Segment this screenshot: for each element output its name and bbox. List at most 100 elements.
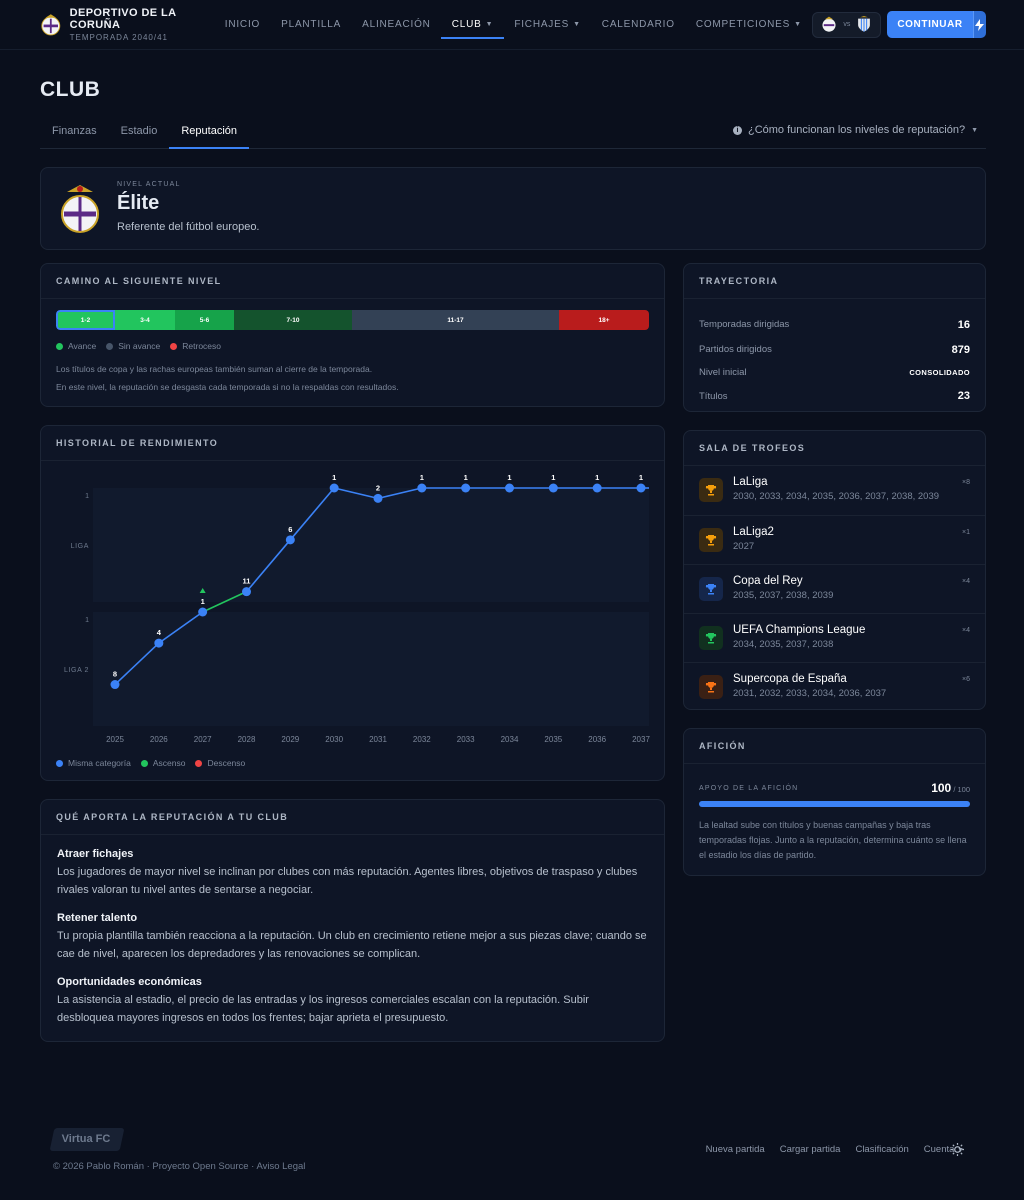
nav-calendario[interactable]: CALENDARIO (591, 0, 685, 50)
band-top-tick: 1 (85, 493, 89, 500)
trophy-icon (699, 577, 723, 601)
x-tick-label: 2037 (632, 735, 650, 744)
stat-label: Títulos (699, 390, 728, 402)
history-legend: Misma categoría Ascenso Descenso (56, 758, 245, 768)
tab-estadio[interactable]: Estadio (120, 125, 158, 137)
promotion-segment (202, 590, 247, 613)
x-tick-label: 2036 (588, 735, 606, 744)
nav-plantilla[interactable]: PLANTILLA (271, 0, 352, 50)
series-segment (377, 487, 423, 500)
fan-support-readout: 100 / 100 (931, 781, 970, 795)
point-label: 2 (376, 483, 380, 492)
next-match[interactable]: vs (812, 11, 882, 38)
stat-row: Títulos 23 (699, 382, 970, 410)
footer-link-new-game[interactable]: Nueva partida (705, 1144, 765, 1155)
band-label: LIGA 2 (64, 667, 89, 674)
trophy-count: ×8 (962, 479, 970, 486)
tab-reputacion[interactable]: Reputación (169, 116, 249, 149)
data-point (110, 680, 120, 690)
nav-fichajes[interactable]: FICHAJES ▼ (504, 0, 591, 50)
brand[interactable]: DEPORTIVO DE LA CORUÑA TEMPORADA 2040/41 (40, 7, 214, 42)
continue-button[interactable]: CONTINUAR (887, 11, 973, 38)
fan-support-fill (699, 801, 970, 807)
nav-label: CALENDARIO (601, 19, 675, 30)
footer-link-load-game[interactable]: Cargar partida (779, 1144, 841, 1155)
page-title: CLUB (40, 78, 101, 101)
nav-alineacion[interactable]: ALINEACIÓN (352, 0, 442, 50)
data-point (592, 483, 602, 493)
data-point (242, 587, 251, 597)
trophy-name: LaLiga (733, 476, 768, 488)
club-tabs: Finanzas Estadio Reputación i ¿Cómo func… (40, 116, 986, 149)
theme-toggle-sun-icon[interactable] (951, 1143, 964, 1156)
legend-label: Misma categoría (68, 758, 131, 768)
trophy-name: LaLiga2 (733, 526, 774, 538)
point-label: 6 (288, 525, 292, 534)
band-top-tick: 1 (85, 617, 89, 624)
card-title: TRAYECTORIA (684, 264, 985, 299)
level-segment: 1-2 (56, 310, 115, 330)
point-label: 11 (243, 577, 251, 586)
legend-item: Ascenso (140, 758, 186, 768)
quick-sim-button[interactable] (972, 11, 986, 38)
benefit-text: La asistencia al estadio, el precio de l… (57, 994, 589, 1024)
nav-label: CLUB (451, 19, 482, 30)
data-point (636, 483, 646, 493)
club-crest-icon (41, 13, 61, 35)
data-point (548, 483, 558, 493)
path-note: Los títulos de copa y las rachas europea… (56, 364, 373, 374)
trophy-count: ×6 (962, 676, 970, 683)
point-label: 4 (157, 628, 162, 637)
series-segment (114, 642, 160, 686)
nav-club[interactable]: CLUB ▼ (441, 0, 504, 50)
x-tick-label: 2025 (106, 735, 124, 744)
x-tick-label: 2031 (369, 735, 387, 744)
help-label: ¿Cómo funcionan los niveles de reputació… (747, 124, 966, 136)
legend-item: Misma categoría (56, 758, 131, 768)
chevron-down-icon: ▼ (794, 21, 802, 28)
footer-logo-text: Virtua FC (61, 1133, 111, 1145)
trophy-count: ×4 (962, 578, 970, 585)
trophy-name: UEFA Champions League (733, 624, 866, 636)
chevron-down-icon: ▼ (573, 21, 581, 28)
footer-link-standings[interactable]: Clasificación (855, 1144, 909, 1155)
data-point (154, 638, 164, 648)
legend-item: Avance (56, 341, 96, 351)
tab-finanzas[interactable]: Finanzas (52, 125, 97, 137)
fan-support-max: / 100 (953, 785, 970, 794)
trophies-card: SALA DE TROFEOS LaLiga 2030, 2033, 2034, … (683, 430, 986, 710)
nav-competiciones[interactable]: COMPETICIONES ▼ (685, 0, 812, 50)
band-label: LIGA (71, 543, 89, 550)
x-tick-label: 2030 (325, 735, 343, 744)
point-label: 1 (595, 473, 599, 482)
chart-band (93, 488, 649, 602)
trophy-years: 2035, 2037, 2038, 2039 (733, 590, 834, 601)
trophy-count: ×4 (962, 627, 970, 634)
main-nav: INICIO PLANTILLA ALINEACIÓN CLUB ▼ FICHAJ… (214, 0, 812, 50)
path-note: En este nivel, la reputación se desgasta… (56, 382, 399, 392)
point-label: 8 (113, 670, 117, 679)
stat-value: 23 (957, 390, 970, 402)
nav-label: COMPETICIONES (695, 19, 791, 30)
fan-support-track (699, 801, 970, 807)
point-label: 1 (464, 473, 468, 482)
level-progress-bar: 1-2 3-4 5-6 7-10 11-17 18+ (56, 310, 649, 330)
home-crest-icon (822, 16, 836, 32)
trophy-years: 2030, 2033, 2034, 2035, 2036, 2037, 2038… (733, 491, 940, 502)
legend-label: Ascenso (152, 758, 186, 768)
point-label: 1 (551, 473, 555, 482)
x-tick-label: 2033 (457, 735, 475, 744)
point-label: 1 (332, 473, 336, 482)
nav-label: INICIO (224, 19, 261, 30)
series-segment (289, 487, 335, 541)
info-icon: i (732, 125, 742, 135)
footer-logo[interactable]: Virtua FC (49, 1128, 125, 1151)
nav-inicio[interactable]: INICIO (214, 0, 270, 50)
reputation-help-toggle[interactable]: i ¿Cómo funcionan los niveles de reputac… (732, 124, 978, 136)
fan-description: La lealtad sube con títulos y buenas cam… (699, 820, 967, 860)
stat-row: Nivel inicial CONSOLIDADO (699, 362, 970, 382)
club-crest-large-icon (61, 185, 99, 233)
card-title: AFICIÓN (684, 729, 985, 764)
top-bar: DEPORTIVO DE LA CORUÑA TEMPORADA 2040/41… (0, 0, 1024, 50)
